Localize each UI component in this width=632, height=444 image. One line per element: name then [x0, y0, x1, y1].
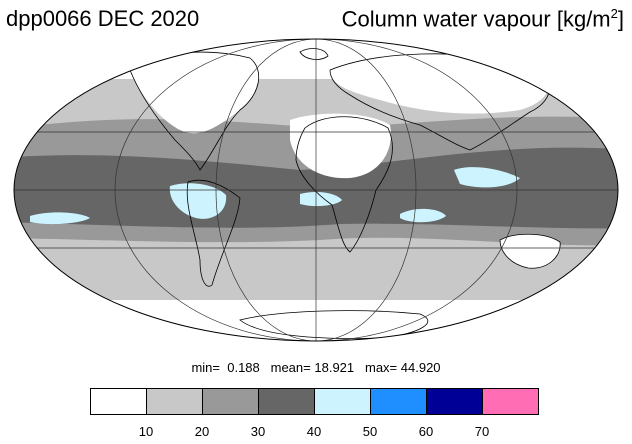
- globe-outline: [13, 38, 619, 342]
- land-sahara: [290, 113, 391, 179]
- colorbar-tick-label: 20: [194, 424, 210, 439]
- land-eurasia: [330, 53, 549, 114]
- colorbar-tick-label: 60: [418, 424, 434, 439]
- colorbar-tick-label: 10: [138, 424, 154, 439]
- patch-east-pacific: [30, 212, 90, 225]
- colorbar-swatch-3: [259, 389, 315, 414]
- colorbar-swatch-1: [147, 389, 203, 414]
- land-north-america: [130, 52, 259, 134]
- land-australia: [500, 234, 561, 269]
- patch-atlantic: [300, 192, 342, 207]
- patch-indian-ocean: [400, 208, 446, 223]
- model-run-title: dpp0066 DEC 2020: [6, 6, 200, 31]
- graticule: [14, 39, 618, 341]
- colorbar-swatch-5: [371, 389, 427, 414]
- colorbar-swatch-2: [203, 389, 259, 414]
- colorbar-swatch-6: [427, 389, 483, 414]
- colorbar-tick-label: 30: [250, 424, 266, 439]
- patch-maritime-continent: [454, 167, 520, 188]
- field-statistics: min= 0.188 mean= 18.921 max= 44.920: [191, 360, 441, 375]
- colorbar: [90, 388, 539, 415]
- colorbar-tick-label: 70: [474, 424, 490, 439]
- patch-amazon: [169, 183, 227, 219]
- colorbar-swatch-4: [315, 389, 371, 414]
- colorbar-tick-label: 50: [362, 424, 378, 439]
- colorbar-swatch-0: [91, 389, 147, 414]
- variable-title: Column water vapour [kg/m2]: [341, 6, 624, 32]
- colorbar-tick-label: 40: [306, 424, 322, 439]
- colorbar-swatch-7: [483, 389, 538, 414]
